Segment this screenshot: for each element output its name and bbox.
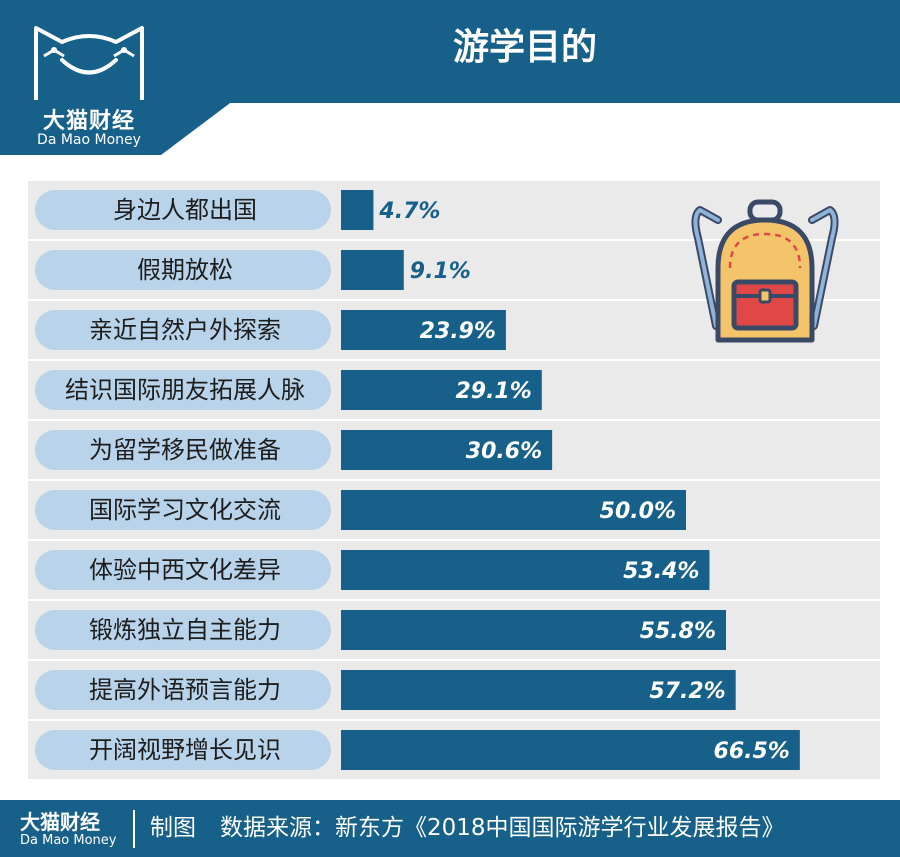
category-pill — [35, 670, 331, 710]
category-pill — [35, 190, 331, 230]
header-logo-wedge — [0, 0, 230, 155]
bar — [341, 610, 727, 650]
logo-chinese-name: 大猫财经 — [42, 109, 135, 134]
bar — [341, 250, 404, 290]
category-pill — [35, 490, 331, 530]
footer: 大猫财经 Da Mao Money 制图 数据来源：新东方《2018中国国际游学行… — [0, 800, 900, 857]
category-pill — [35, 310, 331, 350]
bar — [341, 670, 736, 710]
category-pill — [35, 550, 331, 590]
backpack-icon — [691, 199, 839, 343]
category-pill — [35, 610, 331, 650]
value-label: 9.1% — [410, 259, 471, 284]
category-label: 开阔视野增长见识 — [89, 736, 281, 764]
chart-title: 游学目的 — [452, 27, 597, 68]
value-label: 29.1% — [455, 379, 531, 404]
footer-logo-chinese-name: 大猫财经 — [20, 810, 100, 834]
header: 游学目的 大猫财经 Da Mao Money — [0, 0, 900, 155]
value-label: 4.7% — [378, 199, 440, 224]
category-label: 为留学移民做准备 — [89, 436, 281, 464]
brand-logo: 大猫财经 Da Mao Money — [14, 10, 164, 150]
category-pill — [35, 370, 331, 410]
bar — [341, 190, 374, 230]
cat-face-icon — [34, 26, 144, 100]
category-label: 国际学习文化交流 — [89, 496, 281, 524]
value-label: 66.5% — [714, 739, 790, 764]
category-label: 身边人都出国 — [113, 196, 257, 224]
bar — [341, 550, 710, 590]
value-label: 30.6% — [466, 439, 542, 464]
footer-source: 数据来源：新东方《2018中国国际游学行业发展报告》 — [220, 815, 785, 841]
value-label: 57.2% — [649, 679, 725, 704]
category-label: 结识国际朋友拓展人脉 — [65, 376, 305, 404]
footer-credit: 制图 — [150, 815, 196, 841]
footer-source-line: 制图 数据来源：新东方《2018中国国际游学行业发展报告》 — [150, 800, 895, 857]
value-label: 23.9% — [420, 319, 496, 344]
category-label: 假期放松 — [137, 256, 233, 284]
bar — [341, 430, 553, 470]
category-label: 提高外语预言能力 — [89, 676, 281, 704]
bar — [341, 490, 686, 530]
category-pill — [35, 430, 331, 470]
bar — [341, 310, 506, 350]
bar-chart-svg: 身边人都出国 4.7% 假期放松 9.1% 亲近自然户外探索 23.9% 结识国际朋友拓展人… — [28, 181, 880, 779]
category-pill — [35, 730, 331, 770]
bar — [341, 730, 800, 770]
category-label: 亲近自然户外探索 — [89, 316, 281, 344]
footer-divider — [133, 810, 135, 848]
category-pill — [35, 250, 331, 290]
footer-logo-english-name: Da Mao Money — [20, 833, 117, 848]
category-label: 锻炼独立自主能力 — [89, 616, 281, 644]
logo-english-name: Da Mao Money — [37, 132, 141, 148]
bar — [341, 370, 542, 410]
category-label: 体验中西文化差异 — [89, 556, 281, 584]
value-label: 53.4% — [623, 559, 699, 584]
value-label: 55.8% — [640, 619, 716, 644]
value-label: 50.0% — [600, 499, 676, 524]
